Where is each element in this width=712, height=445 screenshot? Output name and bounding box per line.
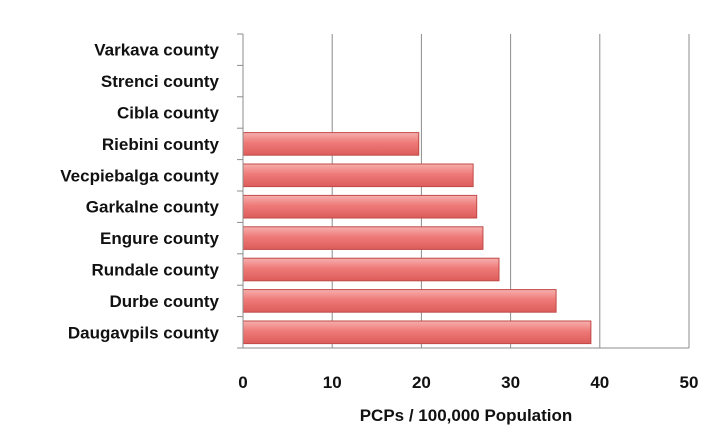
bar-riebini-county <box>242 132 420 156</box>
category-label-daugavpils-county: Daugavpils county <box>68 323 220 342</box>
bars <box>242 132 592 345</box>
category-label-garkalne-county: Garkalne county <box>86 198 220 217</box>
category-label-engure-county: Engure county <box>100 229 220 248</box>
category-label-strenci-county: Strenci county <box>101 72 220 91</box>
x-tick-labels: 0 10 20 30 40 50 <box>238 373 698 392</box>
category-label-cibla-county: Cibla county <box>117 104 220 123</box>
x-tick-label-10: 10 <box>323 373 342 392</box>
category-label-varkava-county: Varkava county <box>94 41 219 60</box>
category-labels: Varkava county Strenci county Cibla county… <box>60 41 219 343</box>
bar-garkalne-county <box>242 194 478 219</box>
x-tick-label-40: 40 <box>590 373 609 392</box>
category-label-durbe-county: Durbe county <box>109 292 219 311</box>
bar-daugavpils-county <box>242 320 592 345</box>
x-tick-label-20: 20 <box>412 373 431 392</box>
bar-engure-county <box>242 226 484 250</box>
category-label-riebini-county: Riebini county <box>102 135 220 154</box>
axes <box>237 33 689 349</box>
x-tick-label-30: 30 <box>501 373 520 392</box>
x-tick-label-50: 50 <box>680 373 699 392</box>
bar-vecpiebalga-county <box>242 163 474 188</box>
bar-rundale-county <box>242 257 500 282</box>
x-tick-label-0: 0 <box>238 373 247 392</box>
category-label-rundale-county: Rundale county <box>91 261 219 280</box>
x-axis-title: PCPs / 100,000 Population <box>360 406 573 425</box>
bar-durbe-county <box>242 289 557 313</box>
category-label-vecpiebalga-county: Vecpiebalga county <box>60 166 219 185</box>
